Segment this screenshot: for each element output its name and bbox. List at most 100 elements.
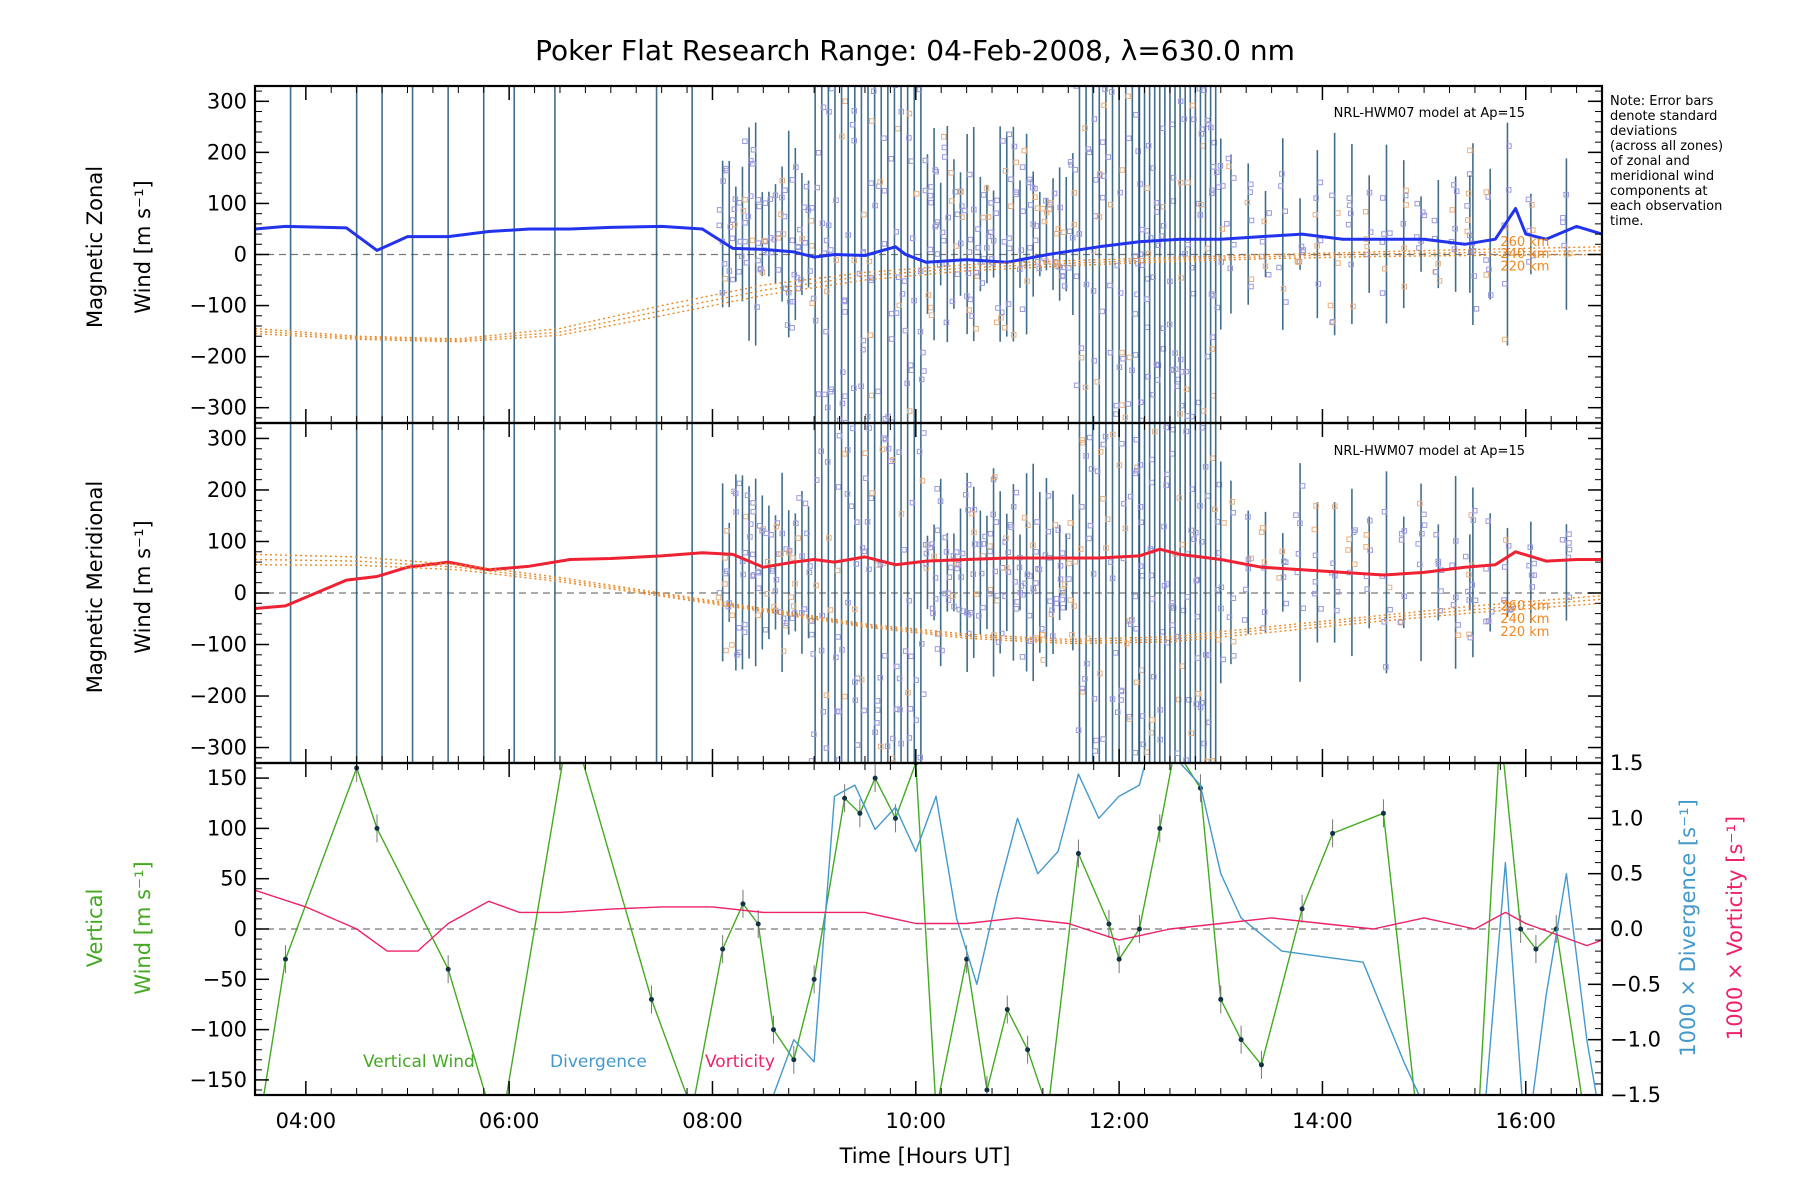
y-tick-label: 200 bbox=[207, 140, 247, 164]
vertical-wind-point bbox=[770, 1027, 776, 1033]
note-line: each observation bbox=[1610, 199, 1722, 214]
y-tick-label: −100 bbox=[189, 294, 247, 318]
y2-tick-label: −1.5 bbox=[1610, 1083, 1661, 1107]
series-line-vorticity bbox=[255, 889, 1602, 952]
note-line: (across all zones) bbox=[1610, 139, 1723, 154]
legend-vorticity: Vorticity bbox=[705, 1052, 775, 1072]
y-tick-label: −100 bbox=[189, 633, 247, 657]
y-tick-label: −50 bbox=[203, 967, 247, 991]
vertical-ylabel-line1: Vertical bbox=[83, 889, 107, 968]
note-line: meridional wind bbox=[1610, 169, 1714, 184]
vertical-wind-point bbox=[1116, 956, 1122, 962]
vertical-wind-point bbox=[1380, 810, 1386, 816]
vertical-wind-point bbox=[872, 775, 878, 781]
series-line-model-240-km bbox=[255, 249, 1602, 341]
meridional-ylabel-line1: Magnetic Meridional bbox=[83, 481, 107, 693]
y-tick-label: 0 bbox=[234, 581, 247, 605]
vertical-wind-point bbox=[857, 810, 863, 816]
vertical-plot-area: 150 100 50 0 −50 −100 −150 1.5 1.0 0.5 0.0 −0.5 −1.0… bbox=[189, 725, 1661, 1183]
vertical-wind-point bbox=[374, 825, 380, 831]
x-tick-label: 04:00 bbox=[276, 1109, 337, 1133]
y-axis: 300 200 100 0 −100 −200 −300 bbox=[189, 86, 1602, 423]
x-axis-label: Time [Hours UT] bbox=[839, 1144, 1011, 1168]
vertical-wind-point bbox=[1136, 926, 1142, 932]
vertical-wind-point bbox=[496, 1138, 501, 1143]
series-line-model-220-km bbox=[255, 253, 1602, 343]
x-tick-label: 06:00 bbox=[479, 1109, 540, 1133]
vertical-wind-point bbox=[1025, 1047, 1031, 1053]
y-tick-label: 100 bbox=[207, 191, 247, 215]
figure-title: Poker Flat Research Range: 04-Feb-2008, … bbox=[535, 34, 1295, 67]
vertical-wind-point bbox=[1422, 1178, 1427, 1183]
x-tick-label: 08:00 bbox=[682, 1109, 743, 1133]
vertical-wind-point bbox=[892, 815, 898, 821]
vertical-wind-point bbox=[1075, 851, 1081, 857]
note-line: deviations bbox=[1610, 124, 1677, 139]
vertical-wind-point bbox=[740, 901, 746, 907]
legend-vertical-wind: Vertical Wind bbox=[363, 1052, 475, 1072]
error-bars bbox=[289, 86, 1573, 423]
series-line-model-240-km bbox=[255, 558, 1602, 643]
vertical-wind-point bbox=[842, 795, 848, 801]
note-line: Note: Error bars bbox=[1610, 94, 1714, 109]
model-alt-label: 240 km bbox=[1500, 247, 1549, 262]
y-tick-label: 300 bbox=[207, 426, 247, 450]
vertical-wind-point bbox=[1330, 830, 1336, 836]
note-text: Note: Error bars denote standard deviati… bbox=[1610, 94, 1723, 229]
x-tick-label: 10:00 bbox=[886, 1109, 947, 1133]
y-tick-label: −200 bbox=[189, 684, 247, 708]
y-tick-label: 200 bbox=[207, 478, 247, 502]
vertical-wind-point bbox=[1258, 1062, 1264, 1068]
series-line-magnetic-meridional-wind bbox=[255, 547, 1602, 610]
y-tick-label: 50 bbox=[220, 867, 247, 891]
vertical-wind-point bbox=[1045, 1108, 1050, 1113]
note-line: time. bbox=[1610, 214, 1644, 229]
y-axis: 300 200 100 0 −100 −200 −300 bbox=[189, 423, 1602, 763]
note-line: of zonal and bbox=[1610, 154, 1690, 169]
vertical-wind-point bbox=[1004, 1006, 1010, 1012]
series-line-magnetic-zonal-wind bbox=[255, 207, 1602, 264]
y-tick-label: 0 bbox=[234, 243, 247, 267]
model-alt-label: 220 km bbox=[1500, 260, 1549, 275]
y2-tick-label: −0.5 bbox=[1610, 972, 1661, 996]
vorticity-y2label: 1000 × Vorticity [s⁻¹] bbox=[1723, 816, 1747, 1040]
vertical-wind-point bbox=[445, 966, 451, 972]
vertical-wind-point bbox=[1533, 946, 1539, 952]
vertical-wind-point bbox=[1157, 825, 1163, 831]
vertical-wind-point bbox=[755, 921, 761, 927]
meridional-model-label: NRL-HWM07 model at Ap=15 bbox=[1334, 444, 1525, 459]
y2-tick-label: 0.5 bbox=[1610, 862, 1643, 886]
vertical-wind-point bbox=[1518, 926, 1524, 932]
series-line-model-260-km bbox=[255, 246, 1602, 340]
x-tick-label: 12:00 bbox=[1089, 1109, 1150, 1133]
vertical-wind-point bbox=[1299, 906, 1305, 912]
y-tick-label: 0 bbox=[234, 917, 247, 941]
note-line: components at bbox=[1610, 184, 1708, 199]
y-tick-label: 100 bbox=[207, 529, 247, 553]
y-axis: 150 100 50 0 −50 −100 −150 1.5 1.0 0.5 0.0 −0.5 −1.0… bbox=[189, 751, 1661, 1107]
vertical-wind-point bbox=[1498, 725, 1503, 730]
y-tick-label: 100 bbox=[207, 816, 247, 840]
vertical-wind-point bbox=[1106, 921, 1112, 927]
y2-tick-label: 1.0 bbox=[1610, 806, 1643, 830]
y2-tick-label: 1.5 bbox=[1610, 751, 1643, 775]
zonal-ylabel-line2: Wind [m s⁻¹] bbox=[131, 180, 155, 313]
vertical-wind-point bbox=[648, 996, 654, 1002]
legend-divergence: Divergence bbox=[550, 1052, 647, 1072]
series-line-model-220-km bbox=[255, 564, 1602, 645]
vertical-wind-point bbox=[811, 976, 817, 982]
x-tick-label: 16:00 bbox=[1495, 1109, 1556, 1133]
model-alt-label: 260 km bbox=[1500, 235, 1549, 250]
vertical-wind-point bbox=[1218, 996, 1224, 1002]
vertical-wind-point bbox=[282, 956, 288, 962]
vertical-wind-point bbox=[984, 1087, 990, 1093]
meridional-ylabel-line2: Wind [m s⁻¹] bbox=[131, 520, 155, 653]
y2-tick-label: 0.0 bbox=[1610, 917, 1643, 941]
divergence-y2label: 1000 × Divergence [s⁻¹] bbox=[1676, 799, 1700, 1057]
y2-tick-label: −1.0 bbox=[1610, 1028, 1661, 1052]
y-tick-label: −100 bbox=[189, 1018, 247, 1042]
